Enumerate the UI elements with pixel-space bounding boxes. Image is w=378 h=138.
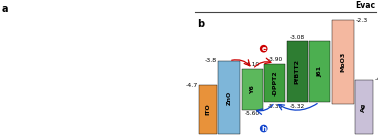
Text: h: h xyxy=(261,126,266,132)
Text: -5.32: -5.32 xyxy=(290,104,305,109)
Text: -4.7: -4.7 xyxy=(186,83,198,88)
Bar xyxy=(332,20,353,104)
Text: J61: J61 xyxy=(317,66,322,77)
Text: PfBTT2: PfBTT2 xyxy=(295,59,300,84)
Bar xyxy=(264,64,285,102)
Text: b: b xyxy=(197,19,204,29)
Text: -2.3: -2.3 xyxy=(355,18,367,23)
Bar xyxy=(218,61,240,134)
Text: -DPPT2: -DPPT2 xyxy=(273,70,277,96)
Text: -4.10: -4.10 xyxy=(245,62,260,67)
Text: e: e xyxy=(261,46,266,52)
Bar xyxy=(199,85,217,134)
Text: ITO: ITO xyxy=(205,104,211,116)
Text: a: a xyxy=(2,4,8,14)
Bar xyxy=(355,80,373,134)
Text: Y6: Y6 xyxy=(250,85,255,94)
Text: -3.08: -3.08 xyxy=(290,34,305,39)
Text: -5.60: -5.60 xyxy=(245,111,260,116)
Text: Evac: Evac xyxy=(355,1,375,10)
Text: -3.8: -3.8 xyxy=(204,58,217,63)
Text: -4.5: -4.5 xyxy=(374,77,378,82)
Text: Ag: Ag xyxy=(361,102,366,112)
Bar xyxy=(287,41,308,102)
Bar xyxy=(309,41,330,102)
Text: ZnO: ZnO xyxy=(226,90,231,105)
Text: -5.33: -5.33 xyxy=(267,104,282,109)
Text: MoO3: MoO3 xyxy=(340,52,345,72)
Text: -3.90: -3.90 xyxy=(267,57,282,62)
Bar xyxy=(242,69,263,110)
